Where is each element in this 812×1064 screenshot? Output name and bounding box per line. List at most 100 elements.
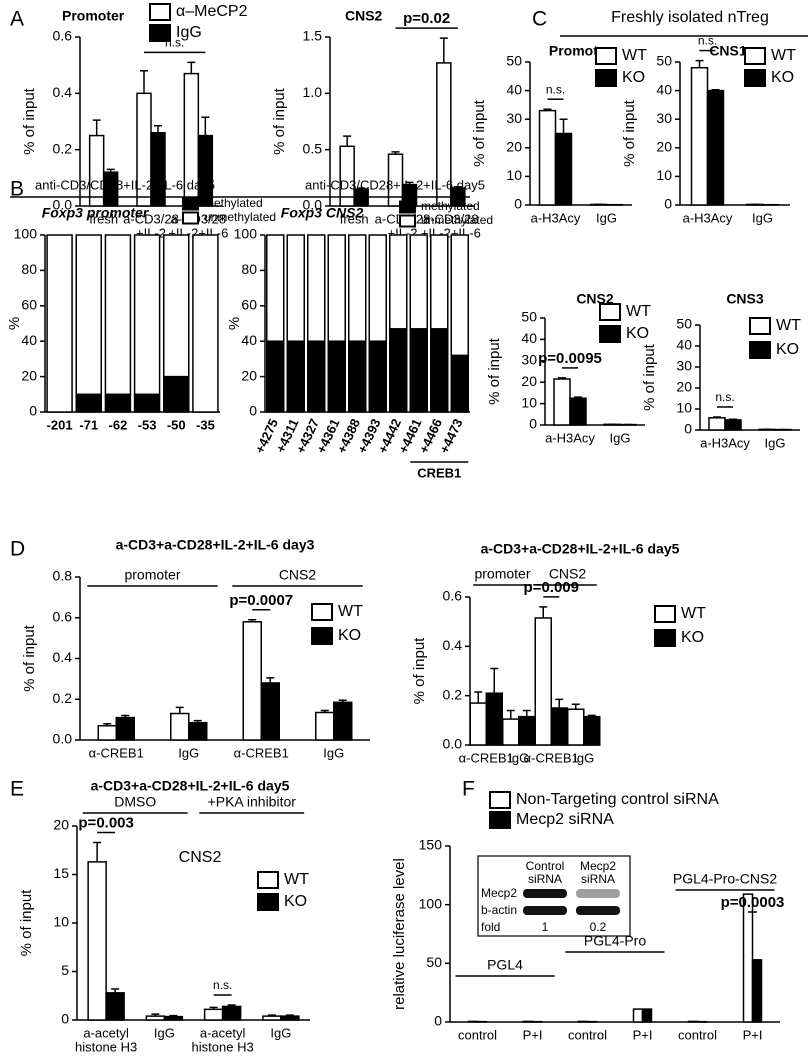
legend-label: WT bbox=[626, 303, 651, 320]
error-bar bbox=[522, 709, 531, 717]
bar bbox=[577, 1020, 589, 1023]
y-tick-label: 40 bbox=[656, 81, 672, 97]
x-tick-label: α-CREB1 bbox=[234, 745, 289, 760]
chart-title: a-CD3+a-CD28+IL-2+IL-6 day3 bbox=[116, 537, 315, 553]
error-bar bbox=[187, 61, 196, 74]
legend-label: WT bbox=[681, 605, 706, 622]
bar-segment bbox=[409, 234, 428, 330]
bar bbox=[534, 617, 552, 746]
y-tick-label: 0.6 bbox=[443, 588, 463, 604]
bar bbox=[518, 715, 536, 746]
bar bbox=[262, 1015, 282, 1021]
legend-label: KO bbox=[776, 341, 799, 358]
bar bbox=[742, 893, 754, 1023]
error-bar bbox=[175, 706, 184, 714]
legend-swatch bbox=[399, 214, 416, 228]
y-tick-label: 150 bbox=[419, 837, 443, 853]
bar bbox=[550, 707, 568, 746]
y-tick-label: 0.5 bbox=[303, 140, 323, 156]
y-tick-label: 0.6 bbox=[53, 28, 73, 44]
x-tick-label: a-H3Acy bbox=[683, 210, 733, 225]
error-bar bbox=[111, 988, 120, 993]
legend-label: KO bbox=[338, 627, 361, 644]
y-axis-label: % of input bbox=[641, 343, 658, 411]
x-tick-label: -53 bbox=[138, 417, 157, 432]
error-bar bbox=[154, 124, 162, 133]
y-axis-label: % of input bbox=[18, 889, 35, 957]
y-tick-label: 20 bbox=[521, 373, 537, 389]
group-label: PGL4-Pro-CNS2 bbox=[673, 871, 777, 887]
y-tick-label: 40 bbox=[21, 332, 37, 348]
legend-label: methylated bbox=[204, 196, 263, 210]
legend-label: KO bbox=[626, 325, 649, 342]
y-tick-label: 0.4 bbox=[443, 637, 463, 653]
x-tick-label: IgG bbox=[178, 745, 199, 760]
bar bbox=[115, 716, 135, 741]
bar bbox=[145, 1015, 166, 1021]
x-tick-label: histone H3 bbox=[75, 1039, 137, 1054]
y-tick-label: 0 bbox=[249, 403, 257, 419]
x-tick-label: IgG bbox=[270, 1025, 291, 1040]
legend-label: KO bbox=[771, 69, 794, 86]
error-bar bbox=[391, 151, 400, 155]
error-bar bbox=[439, 37, 448, 63]
legend-label: unmethylated bbox=[204, 210, 276, 224]
y-tick-label: 0.0 bbox=[303, 197, 323, 213]
inset-column: siRNA bbox=[528, 872, 562, 886]
y-tick-label: 40 bbox=[506, 81, 522, 97]
legend-swatch bbox=[257, 871, 279, 889]
x-tick-label: P+I bbox=[523, 1027, 543, 1042]
y-tick-label: 10 bbox=[53, 914, 69, 930]
y-tick-label: 1.0 bbox=[303, 84, 323, 100]
group-label: DMSO bbox=[114, 794, 156, 810]
legend-swatch bbox=[749, 341, 771, 359]
error-bar bbox=[93, 841, 102, 862]
y-tick-label: 20 bbox=[656, 139, 672, 155]
y-tick-label: 0.2 bbox=[53, 140, 73, 156]
y-tick-label: 60 bbox=[21, 297, 37, 313]
x-tick-label: -71 bbox=[79, 417, 98, 432]
legend-swatch bbox=[744, 47, 766, 65]
bar bbox=[690, 66, 709, 206]
bar bbox=[221, 1005, 242, 1021]
group-label: promoter bbox=[124, 567, 180, 583]
y-tick-label: 20 bbox=[241, 367, 257, 383]
inset-column: siRNA bbox=[581, 872, 615, 886]
y-tick-label: 100 bbox=[14, 226, 38, 242]
bar bbox=[708, 417, 726, 431]
legend-label: α–MeCP2 bbox=[176, 3, 248, 20]
inset-row: Mecp2 bbox=[481, 886, 517, 900]
error-bar bbox=[559, 118, 568, 134]
x-tick-label: a-H3Acy bbox=[700, 435, 750, 450]
y-tick-label: 0.8 bbox=[53, 568, 73, 584]
error-bar bbox=[92, 119, 101, 136]
error-bar bbox=[558, 377, 566, 379]
legend-swatch bbox=[149, 3, 171, 21]
x-tick-label: a-CD3/28 bbox=[423, 211, 479, 226]
underbrace-label: CREB1 bbox=[417, 465, 461, 480]
error-bar bbox=[539, 606, 548, 618]
legend-label: methylated bbox=[421, 199, 480, 213]
y-tick-label: 40 bbox=[521, 330, 537, 346]
bar bbox=[554, 132, 573, 206]
legend-swatch bbox=[489, 811, 511, 829]
legend-label: Mecp2 siRNA bbox=[516, 811, 614, 828]
bar bbox=[467, 1020, 479, 1023]
significance-label: p=0.0007 bbox=[229, 592, 293, 609]
panel-header: Freshly isolated nTreg bbox=[611, 9, 769, 26]
legend-label: WT bbox=[338, 603, 363, 620]
subtitle: CNS2 bbox=[179, 849, 222, 866]
bar bbox=[163, 1015, 184, 1021]
y-tick-label: 20 bbox=[53, 817, 69, 833]
significance-label: n.s. bbox=[715, 390, 734, 404]
y-tick-label: 100 bbox=[419, 895, 443, 911]
legend-label: KO bbox=[284, 893, 307, 910]
legend-swatch bbox=[257, 893, 279, 911]
y-tick-label: 0 bbox=[29, 403, 37, 419]
x-tick-label: α-CREB1 bbox=[459, 750, 514, 765]
bar-segment bbox=[307, 340, 326, 413]
bar-segment bbox=[192, 234, 219, 413]
x-tick-label: control bbox=[568, 1027, 607, 1042]
error-bar bbox=[506, 709, 515, 720]
error-bar bbox=[571, 703, 580, 710]
